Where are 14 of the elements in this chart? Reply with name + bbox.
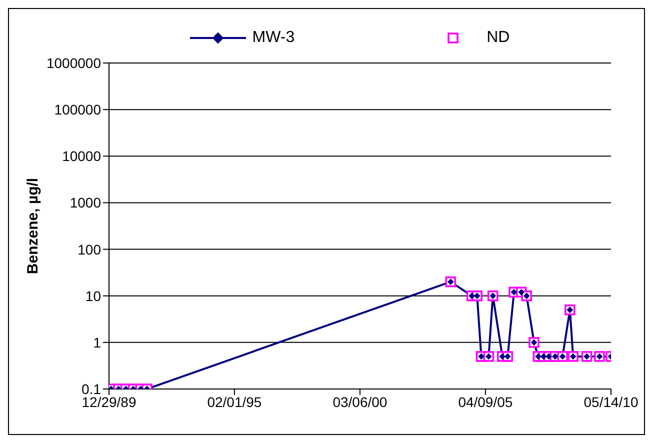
y-tick-label: 100000 bbox=[54, 102, 102, 118]
y-tick-label: 100 bbox=[78, 241, 102, 258]
x-tick-label: 04/09/05 bbox=[458, 394, 513, 410]
y-tick-label: 1 bbox=[93, 334, 102, 350]
y-axis-title: Benzene, µg/l bbox=[24, 178, 42, 274]
y-tick-label: 10 bbox=[85, 288, 102, 304]
x-tick-label: 05/14/10 bbox=[584, 394, 638, 410]
y-tick-label: 10000 bbox=[62, 148, 102, 164]
x-tick-label: 02/01/95 bbox=[207, 394, 262, 410]
legend-label: MW-3 bbox=[252, 29, 295, 47]
legend-label: ND bbox=[486, 29, 510, 47]
x-tick-label: 03/06/00 bbox=[332, 394, 388, 410]
y-tick-label: 1000000 bbox=[46, 54, 102, 71]
y-tick-label: 1000 bbox=[70, 194, 102, 211]
